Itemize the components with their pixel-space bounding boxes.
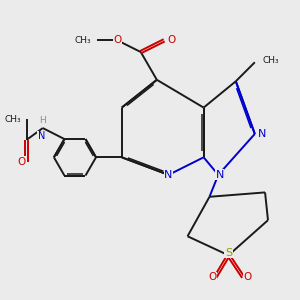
Text: S: S <box>225 248 232 258</box>
Text: O: O <box>168 35 176 45</box>
Text: O: O <box>208 272 217 282</box>
Text: CH₃: CH₃ <box>5 115 21 124</box>
Text: H: H <box>39 116 46 124</box>
Text: N: N <box>258 129 267 139</box>
Text: CH₃: CH₃ <box>74 36 91 45</box>
Text: N: N <box>164 170 173 180</box>
Text: O: O <box>17 157 26 167</box>
Text: N: N <box>215 170 224 180</box>
Text: O: O <box>113 35 122 45</box>
Text: N: N <box>38 131 45 141</box>
Text: CH₃: CH₃ <box>262 56 279 65</box>
Text: O: O <box>243 272 252 282</box>
